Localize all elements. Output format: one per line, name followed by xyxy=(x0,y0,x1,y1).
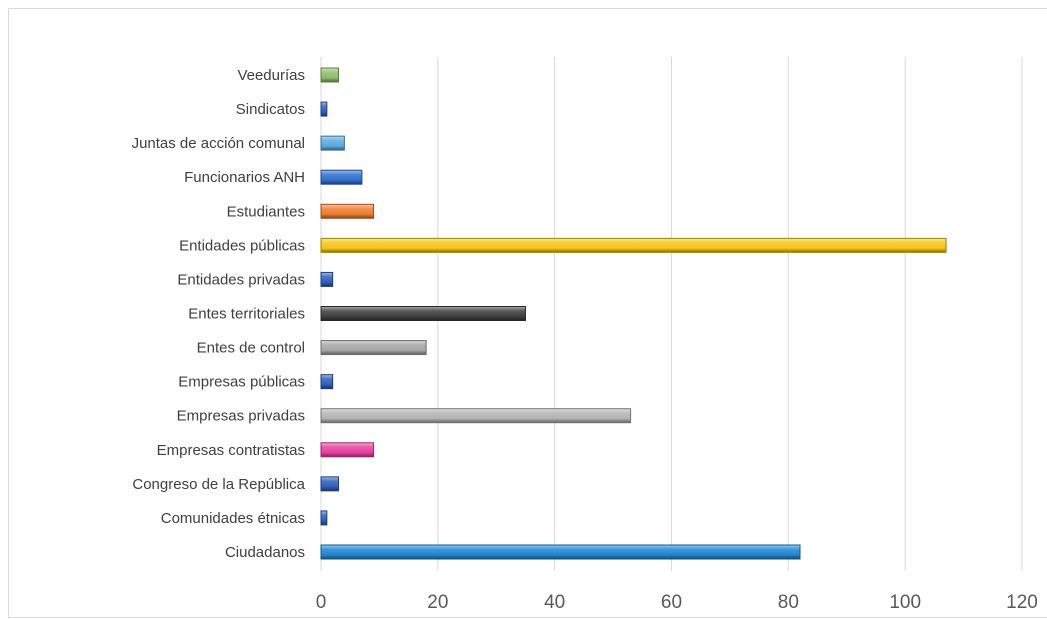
category-labels: Ciudadanos Comunidades étnicas Congreso de… xyxy=(132,67,306,561)
bar xyxy=(320,237,947,253)
bar xyxy=(320,203,375,219)
category-label: Entes territoriales xyxy=(188,306,305,323)
bar xyxy=(320,510,328,526)
x-tick-label: 0 xyxy=(316,592,327,613)
gridlines xyxy=(320,57,1023,571)
bars xyxy=(320,67,947,560)
bar xyxy=(320,374,334,390)
bar xyxy=(320,476,340,492)
category-label: Entidades públicas xyxy=(179,237,305,254)
category-label: Sindicatos xyxy=(236,101,305,118)
x-tick-label: 20 xyxy=(427,592,448,613)
bar xyxy=(320,271,334,287)
bar xyxy=(320,408,632,424)
category-label: Ciudadanos xyxy=(225,544,305,561)
bar xyxy=(320,306,526,321)
category-label: Empresas contratistas xyxy=(157,442,305,459)
x-tick-label: 80 xyxy=(778,592,799,613)
category-label: Entidades privadas xyxy=(177,271,305,288)
bar xyxy=(320,340,427,356)
category-label: Congreso de la República xyxy=(132,476,305,493)
bar xyxy=(320,442,375,458)
category-label: Empresas privadas xyxy=(177,408,305,425)
x-axis-tick-labels: 0 20 40 60 80 100 120 xyxy=(316,592,1038,613)
category-label: Entes de control xyxy=(197,340,305,357)
x-tick-label: 40 xyxy=(544,592,565,613)
bar xyxy=(320,101,328,117)
category-label: Estudiantes xyxy=(227,203,305,220)
x-tick-label: 120 xyxy=(1006,592,1038,613)
bar-chart: Ciudadanos Comunidades étnicas Congreso de… xyxy=(132,57,1038,613)
bar xyxy=(320,544,801,560)
category-label: Funcionarios ANH xyxy=(184,169,305,186)
category-label: Veedurías xyxy=(237,67,305,84)
category-label: Juntas de acción comunal xyxy=(132,135,305,152)
x-tick-label: 60 xyxy=(661,592,682,613)
bar xyxy=(320,135,345,151)
bar xyxy=(320,169,363,185)
category-label: Comunidades étnicas xyxy=(161,510,305,527)
chart-frame: Ciudadanos Comunidades étnicas Congreso de… xyxy=(8,8,1047,618)
x-tick-label: 100 xyxy=(889,592,921,613)
category-label: Empresas públicas xyxy=(178,374,305,391)
bar xyxy=(320,67,340,83)
